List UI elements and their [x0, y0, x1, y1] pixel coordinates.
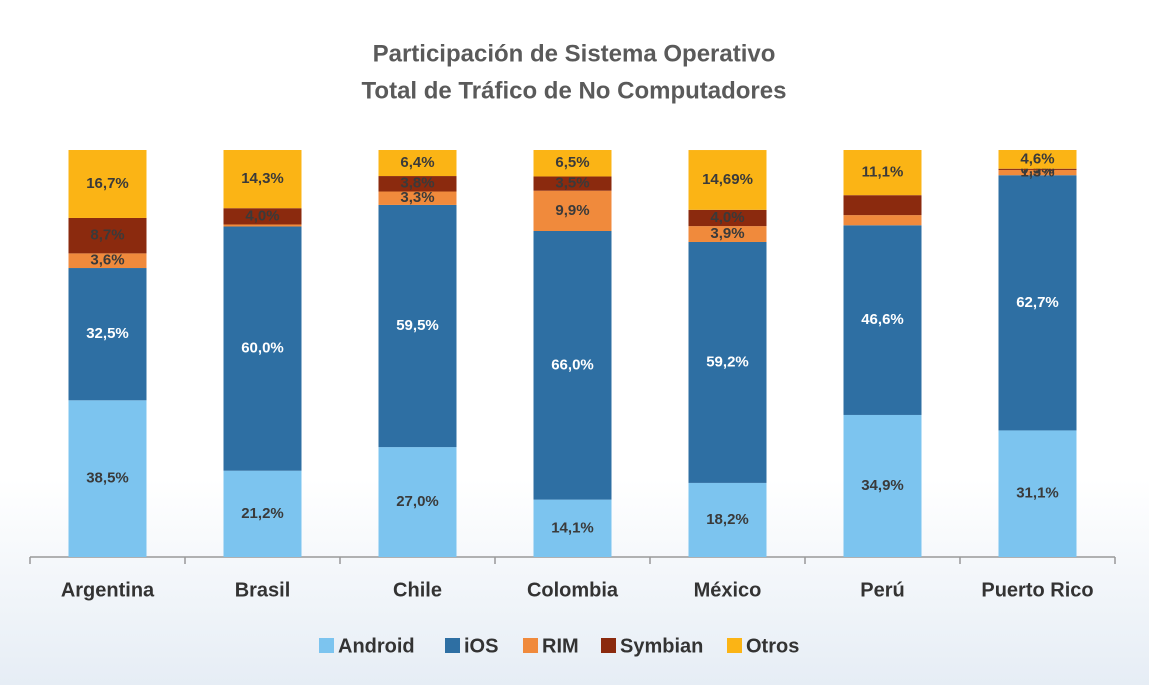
value-label: 31,1% — [1016, 485, 1059, 502]
x-tick-label: Brasil — [235, 579, 291, 601]
value-label: 6,5% — [555, 154, 589, 171]
x-tick-label: Perú — [860, 579, 904, 601]
value-label: 27,0% — [396, 493, 439, 510]
value-label: 3,9% — [710, 225, 744, 242]
value-label: 3,3% — [400, 189, 434, 206]
legend-label: Android — [338, 635, 415, 657]
bar-segment — [68, 150, 147, 218]
bar-segment — [998, 430, 1077, 557]
legend-label: Otros — [746, 635, 799, 657]
bar-segment — [533, 150, 612, 177]
x-tick-label: Argentina — [61, 579, 155, 601]
value-label: 18,2% — [706, 511, 749, 528]
value-label: 8,7% — [90, 227, 124, 244]
bar-segment — [843, 150, 922, 196]
bar-segment — [378, 204, 457, 448]
legend-swatch — [601, 638, 616, 653]
chart-title: Participación de Sistema Operativo — [373, 40, 776, 67]
value-label: 59,2% — [706, 353, 749, 370]
value-label: 32,5% — [86, 325, 129, 342]
bar-segment — [998, 150, 1077, 169]
bar-segment — [998, 169, 1077, 176]
value-label: 60,0% — [241, 340, 284, 357]
value-label: 16,7% — [86, 175, 129, 192]
bar-segment — [378, 191, 457, 205]
value-label: 11,1% — [862, 164, 904, 181]
bar-segment — [843, 414, 922, 557]
bar-segment — [223, 208, 302, 225]
bar-segment — [533, 499, 612, 557]
value-label: 6,4% — [400, 154, 434, 171]
bar-segment — [688, 241, 767, 483]
value-label: 4,6% — [1020, 150, 1054, 167]
bar-segment — [688, 209, 767, 227]
value-label: 4,0% — [245, 207, 279, 224]
bar-segment — [688, 226, 767, 242]
legend-swatch — [445, 638, 460, 653]
bar-segment — [378, 176, 457, 192]
value-label: 3,8% — [400, 175, 434, 192]
value-label: 14,3% — [241, 170, 284, 187]
x-tick-label: México — [694, 579, 762, 601]
value-label: 66,0% — [551, 356, 594, 373]
x-tick-label: Puerto Rico — [981, 579, 1093, 601]
bar-segment — [533, 230, 612, 500]
bar-segment — [688, 150, 767, 210]
value-label: 34,9% — [861, 477, 904, 494]
bar-segment — [378, 150, 457, 177]
value-label: 21,2% — [241, 505, 284, 522]
chart-subtitle: Total de Tráfico de No Computadores — [362, 77, 787, 104]
legend-label: iOS — [464, 635, 498, 657]
bar-segment — [223, 226, 302, 471]
bar-segment — [68, 268, 147, 401]
value-label: 3,6% — [90, 252, 124, 269]
value-label: 38,5% — [86, 470, 129, 487]
legend-swatch — [727, 638, 742, 653]
legend-label: Symbian — [620, 635, 703, 657]
bar-segment — [533, 176, 612, 191]
bar-segment — [223, 224, 302, 227]
legend-swatch — [319, 638, 334, 653]
value-label: 59,5% — [396, 317, 439, 334]
x-tick-label: Chile — [393, 579, 442, 601]
bar-segment — [223, 470, 302, 557]
legend-swatch — [523, 638, 538, 653]
bar-segment — [843, 225, 922, 415]
bar-segment — [68, 217, 147, 254]
bar-segment — [843, 215, 922, 226]
bar-segment — [998, 168, 1077, 170]
x-tick-label: Colombia — [527, 579, 619, 601]
value-label: 62,7% — [1016, 294, 1059, 311]
value-label: 3,5% — [555, 175, 589, 192]
value-label: 4,0% — [710, 209, 744, 226]
bar-segment — [68, 400, 147, 557]
legend-label: RIM — [542, 635, 579, 657]
bar-segment — [223, 150, 302, 209]
value-label: 14,69% — [702, 171, 753, 188]
value-label: 14,1% — [551, 519, 594, 536]
value-label: 9,9% — [555, 202, 589, 219]
bar-segment — [533, 190, 612, 231]
bar-segment — [68, 253, 147, 269]
value-label: 46,6% — [861, 311, 904, 328]
bar-segment — [843, 195, 922, 216]
bar-segment — [378, 447, 457, 557]
bar-segment — [688, 482, 767, 557]
bar-segment — [998, 175, 1077, 431]
